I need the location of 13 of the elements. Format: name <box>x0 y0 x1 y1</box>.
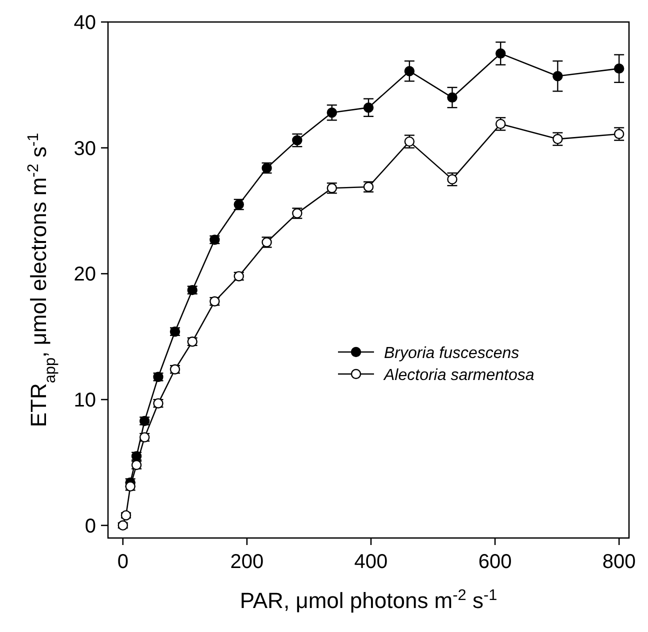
y-tick-label: 40 <box>74 12 96 34</box>
y-tick-label: 20 <box>74 264 96 286</box>
x-axis-title: PAR, μmol photons m$^{-2}$ s$^{-1}$ <box>240 586 498 613</box>
y-tick-label: 10 <box>74 390 96 412</box>
y-tick-label: 30 <box>74 138 96 160</box>
legend-label: Alectoria sarmentosa <box>383 367 534 384</box>
y-tick-label: 0 <box>84 515 96 538</box>
x-tick-label: 200 <box>230 551 264 573</box>
x-tick-label: 400 <box>354 551 388 573</box>
x-tick-label: 800 <box>602 551 636 573</box>
x-tick-label: 600 <box>478 551 512 573</box>
legend-label: Bryoria fuscescens <box>384 345 520 362</box>
x-tick-label: 0 <box>117 551 128 573</box>
